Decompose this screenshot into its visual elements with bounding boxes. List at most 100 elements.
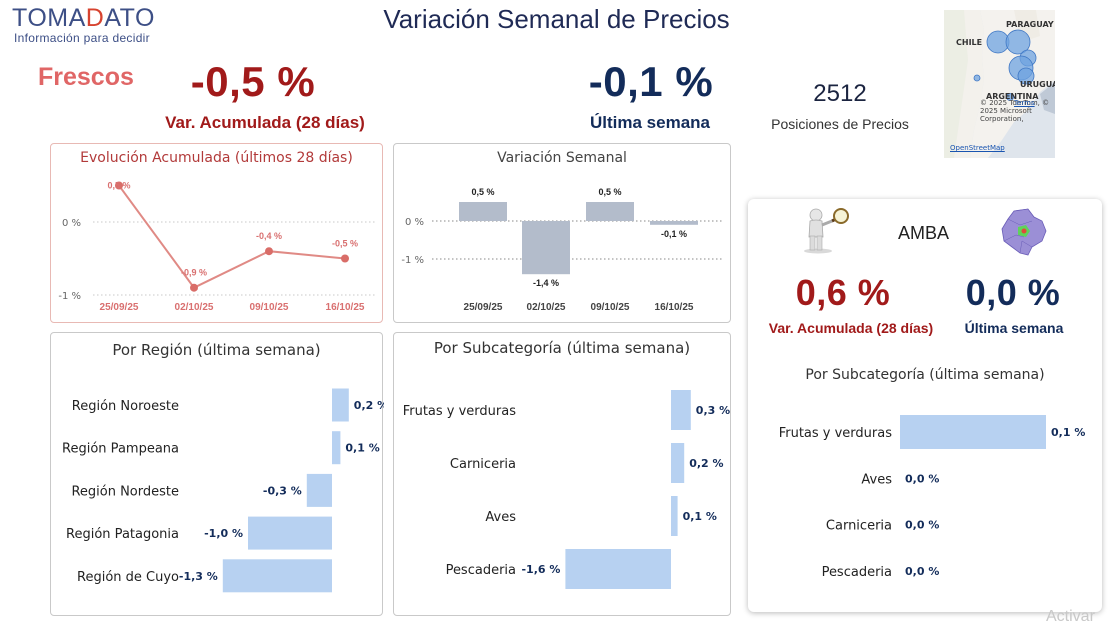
bar <box>459 202 507 221</box>
bar <box>306 473 332 507</box>
category-label: Región de Cuyo <box>77 570 179 585</box>
semanal-panel[interactable]: Variación Semanal 0 % -1 % 0,5 % 25/09/25 -1… <box>393 143 731 323</box>
bar <box>671 496 678 536</box>
category-label: Frescos <box>38 63 134 91</box>
data-point <box>115 181 123 190</box>
bar <box>565 549 671 589</box>
bar <box>900 415 1046 449</box>
activation-watermark: Activar <box>1046 608 1095 625</box>
amba-subcat-chart: Frutas y verduras 0,1 % Aves 0,0 % Carniceri… <box>779 415 1085 580</box>
positions-label: Posiciones de Precios <box>771 116 909 132</box>
category-label: Región Noroeste <box>72 399 179 414</box>
value-label: 0,3 % <box>696 404 730 417</box>
semanal-title: Variación Semanal <box>497 150 627 166</box>
amba-title: AMBA <box>898 223 950 243</box>
x-tick-label: 09/10/25 <box>591 302 630 313</box>
y-tick-label: 0 % <box>405 217 424 228</box>
kpi-week-label: Última semana <box>590 113 710 132</box>
map-label: URUGUA <box>1020 80 1055 89</box>
data-label: -0,1 % <box>661 229 687 239</box>
evolucion-panel[interactable]: Evolución Acumulada (últimos 28 días) 0 … <box>50 143 383 323</box>
category-label: Región Pampeana <box>62 442 179 457</box>
x-tick-label: 09/10/25 <box>250 302 289 313</box>
logo-text-post: ATO <box>104 4 155 32</box>
x-tick-label: 25/09/25 <box>464 302 503 313</box>
kpi-accum-value: -0,5 % <box>190 58 316 105</box>
subcat-panel[interactable]: Por Subcategoría (última semana) Frutas … <box>393 332 731 616</box>
value-label: -0,3 % <box>263 484 302 497</box>
page-title: Variación Semanal de Precios <box>383 4 730 34</box>
positions-count: 2512 <box>813 80 867 107</box>
x-tick-label: 16/10/25 <box>326 302 365 313</box>
evolucion-title: Evolución Acumulada (últimos 28 días) <box>80 150 353 166</box>
amba-card[interactable]: AMBA 0,6 % Var. Acumulada (28 días) 0,0 … <box>748 199 1102 612</box>
data-label: -0,9 % <box>181 268 207 278</box>
amba-accum-label: Var. Acumulada (28 días) <box>768 320 934 336</box>
value-label: 0,1 % <box>345 442 379 455</box>
x-tick-label: 25/09/25 <box>100 302 139 313</box>
data-label: 0,5 % <box>471 187 494 197</box>
amba-week-label: Última semana <box>964 320 1064 336</box>
attribution-line: Corporation, <box>980 115 1024 123</box>
y-tick-label: 0 % <box>62 218 81 229</box>
bar <box>671 443 685 483</box>
logo-tagline: Información para decidir <box>14 31 150 45</box>
value-label: -1,3 % <box>179 570 218 583</box>
logo-text-pre: TOMA <box>12 4 86 32</box>
value-label: 0,2 % <box>354 399 384 412</box>
amba-subcat-title: Por Subcategoría (última semana) <box>805 367 1045 383</box>
amba-accum-value: 0,6 % <box>795 272 891 313</box>
tomadato-logo: TOMADATO <box>12 4 155 33</box>
y-tick-label: -1 % <box>58 291 81 302</box>
map-bubble <box>1005 29 1031 55</box>
kpi-week-value: -0,1 % <box>588 58 714 105</box>
semanal-chart: 0 % -1 % 0,5 % 25/09/25 -1,4 % 02/10/25 0,5 % 0… <box>401 187 724 313</box>
value-label: 0,0 % <box>905 519 939 532</box>
category-label: Región Patagonia <box>66 527 179 542</box>
region-map[interactable]: PARAGUAY CHILE URUGUA ARGENTINA © 2025 T… <box>944 10 1055 158</box>
evolucion-chart: 0 % -1 % 0,5 % 25/09/25 -0,9 % 02/10/25 -0,4 %… <box>58 181 376 313</box>
map-terms-link[interactable]: Terms <box>1014 99 1035 107</box>
bar <box>586 202 634 221</box>
subcat-title: Por Subcategoría (última semana) <box>433 339 691 357</box>
y-tick-label: -1 % <box>401 255 424 266</box>
map-attribution: © 2025 TomTom, © 2025 Microsoft Corporat… <box>980 99 1049 123</box>
map-graphic <box>944 10 1055 158</box>
value-label: -1,6 % <box>521 563 560 576</box>
category-label: Región Nordeste <box>71 484 179 499</box>
category-label: Carniceria <box>826 519 892 534</box>
data-label: -0,4 % <box>256 231 282 241</box>
map-osm-link[interactable]: OpenStreetMap <box>950 144 1005 152</box>
bar <box>248 516 332 550</box>
data-label: -0,5 % <box>332 239 358 249</box>
amba-week-value: 0,0 % <box>965 272 1061 313</box>
x-tick-label: 02/10/25 <box>527 302 566 313</box>
data-point <box>265 247 273 256</box>
value-label: 0,0 % <box>905 472 939 485</box>
bar <box>222 559 332 593</box>
region-panel[interactable]: Por Región (última semana) Región Noroes… <box>50 332 384 616</box>
data-label: -1,4 % <box>533 278 559 288</box>
bar <box>650 221 698 225</box>
amba-map-icon <box>1001 208 1047 256</box>
data-point <box>341 254 349 263</box>
value-label: 0,1 % <box>683 510 717 523</box>
data-label: 0,5 % <box>598 187 621 197</box>
region-title: Por Región (última semana) <box>112 341 321 359</box>
subcat-chart: Frutas y verduras 0,3 % Carniceria 0,2 % Ave… <box>403 390 730 589</box>
data-point <box>190 283 198 292</box>
series-line <box>118 184 346 289</box>
kpi-accum-label: Var. Acumulada (28 días) <box>165 113 365 132</box>
category-label: Aves <box>861 472 892 487</box>
value-label: 0,2 % <box>689 457 723 470</box>
map-bubble <box>973 74 981 82</box>
value-label: -1,0 % <box>204 527 243 540</box>
value-label: 0,0 % <box>905 565 939 578</box>
map-bubble <box>1006 93 1014 101</box>
x-tick-label: 16/10/25 <box>655 302 694 313</box>
map-label: CHILE <box>956 38 983 47</box>
value-label: 0,1 % <box>1051 426 1085 439</box>
bar <box>522 221 570 275</box>
bar <box>332 388 349 422</box>
category-label: Pescaderia <box>446 563 516 578</box>
